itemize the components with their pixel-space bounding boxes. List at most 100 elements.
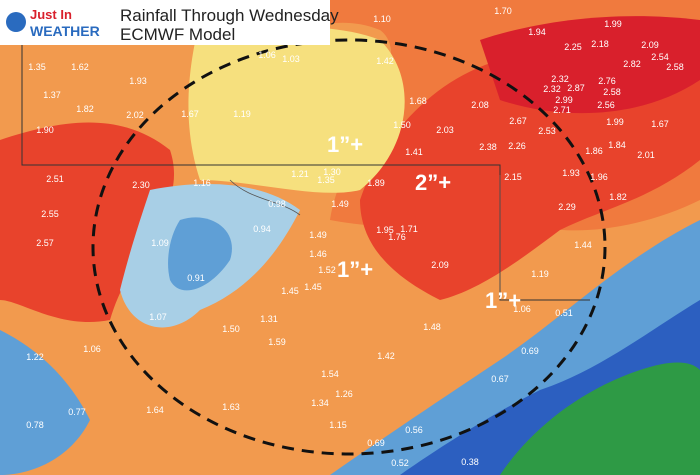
rainfall-amount: 2.15 [504,172,522,182]
rainfall-amount: 0.91 [187,273,205,283]
rainfall-amount: 2.53 [538,126,556,136]
rainfall-amount: 1.99 [606,117,624,127]
rainfall-amount: 0.78 [26,420,44,430]
rainfall-amount: 2.38 [479,142,497,152]
rainfall-amount: 1.70 [494,6,512,16]
rainfall-amount: 1.50 [222,324,240,334]
rainfall-amount: 2.09 [431,260,449,270]
logo-icon [6,12,26,32]
rainfall-amount: 2.09 [641,40,659,50]
rainfall-amount: 1.16 [193,178,211,188]
rainfall-amount: 1.37 [43,90,61,100]
rainfall-amount: 1.93 [129,76,147,86]
rainfall-amount: 1.95 [376,225,394,235]
rainfall-callout: 2”+ [415,170,451,195]
rainfall-amount: 1.49 [309,230,327,240]
rainfall-callout: 1”+ [485,288,521,313]
rainfall-amount: 2.71 [553,105,571,115]
rain-area [168,217,232,291]
rainfall-amount: 0.51 [555,308,573,318]
rainfall-amount: 1.15 [329,420,347,430]
rainfall-amount: 1.67 [181,109,199,119]
rainfall-amount: 2.54 [651,52,669,62]
rain-area [188,20,405,193]
rainfall-callout: 1”+ [327,132,363,157]
rainfall-amount: 2.25 [564,42,582,52]
rainfall-amount: 2.58 [666,62,684,72]
rainfall-amount: 2.51 [46,174,64,184]
rainfall-amount: 2.99 [555,95,573,105]
rainfall-amount: 1.07 [149,312,167,322]
rainfall-amount: 1.71 [400,224,418,234]
rainfall-amount: 2.87 [567,83,585,93]
rainfall-amount: 1.99 [604,19,622,29]
rainfall-amount: 2.32 [551,74,569,84]
rainfall-amount: 1.42 [376,56,394,66]
logo-text: WEATHER [30,23,100,39]
rainfall-amount: 2.82 [623,59,641,69]
rainfall-amount: 2.30 [132,180,150,190]
dashed-circle [91,38,607,456]
rainfall-amount: 1.09 [151,238,169,248]
rain-area [0,330,90,475]
rainfall-amount: 0.98 [268,199,286,209]
rainfall-amount: 1.44 [574,240,592,250]
rainfall-amount: 1.45 [304,282,322,292]
rainfall-amount: 1.06 [258,50,276,60]
rainfall-amount: 1.21 [291,169,309,179]
rainfall-amount: 1.19 [531,269,549,279]
rainfall-amount: 0.67 [491,374,509,384]
rainfall-amount: 1.45 [281,286,299,296]
rainfall-amount: 1.84 [608,140,626,150]
rainfall-amount: 1.46 [309,249,327,259]
rainfall-amount: 1.52 [318,265,336,275]
rainfall-amount: 1.59 [268,337,286,347]
rainfall-amount: 1.63 [222,402,240,412]
rainfall-amount: 1.86 [585,146,603,156]
rainfall-amount: 2.02 [126,110,144,120]
rainfall-amount: 2.29 [558,202,576,212]
rainfall-amount: 2.58 [603,87,621,97]
rainfall-amount: 2.32 [543,84,561,94]
state-border [21,8,590,301]
rainfall-amount: 2.18 [591,39,609,49]
rain-area [500,362,700,475]
rainfall-amount: 1.90 [36,125,54,135]
rainfall-amount: 0.94 [253,224,271,234]
rainfall-amount: 1.31 [260,314,278,324]
rainfall-amount: 2.67 [509,116,527,126]
rainfall-amount: 1.82 [609,192,627,202]
rainfall-amount: 1.34 [311,398,329,408]
state-border [229,175,501,300]
rainfall-amount: 0.77 [68,407,86,417]
rainfall-amount: 1.82 [76,104,94,114]
rainfall-amount: 2.76 [598,76,616,86]
rainfall-amount: 0.56 [405,425,423,435]
rainfall-amount: 2.57 [36,238,54,248]
logo-text: Just In [30,7,72,22]
rainfall-amount: 0.69 [521,346,539,356]
rainfall-amount: 1.94 [528,27,546,37]
header-box [0,0,330,45]
rainfall-amount: 0.38 [461,457,479,467]
rainfall-amount: 0.69 [367,438,385,448]
subtitle: ECMWF Model [120,25,235,44]
rainfall-amount: 1.19 [233,109,251,119]
rainfall-amount: 1.30 [323,167,341,177]
rainfall-amount: 1.22 [26,352,44,362]
rainfall-amount: 1.35 [28,62,46,72]
rainfall-amount: 1.35 [317,175,335,185]
rainfall-amount: 1.54 [321,369,339,379]
rainfall-amount: 2.55 [41,209,59,219]
rainfall-amount: 1.89 [367,178,385,188]
rainfall-amount: 1.42 [377,351,395,361]
rainfall-amount: 1.06 [83,344,101,354]
rainfall-amount: 1.48 [423,322,441,332]
rainfall-amount: 1.62 [71,62,89,72]
title: Rainfall Through Wednesday [120,6,339,25]
rainfall-amount: 1.67 [651,119,669,129]
rainfall-callout: 1”+ [337,257,373,282]
rainfall-amount: 1.03 [282,54,300,64]
